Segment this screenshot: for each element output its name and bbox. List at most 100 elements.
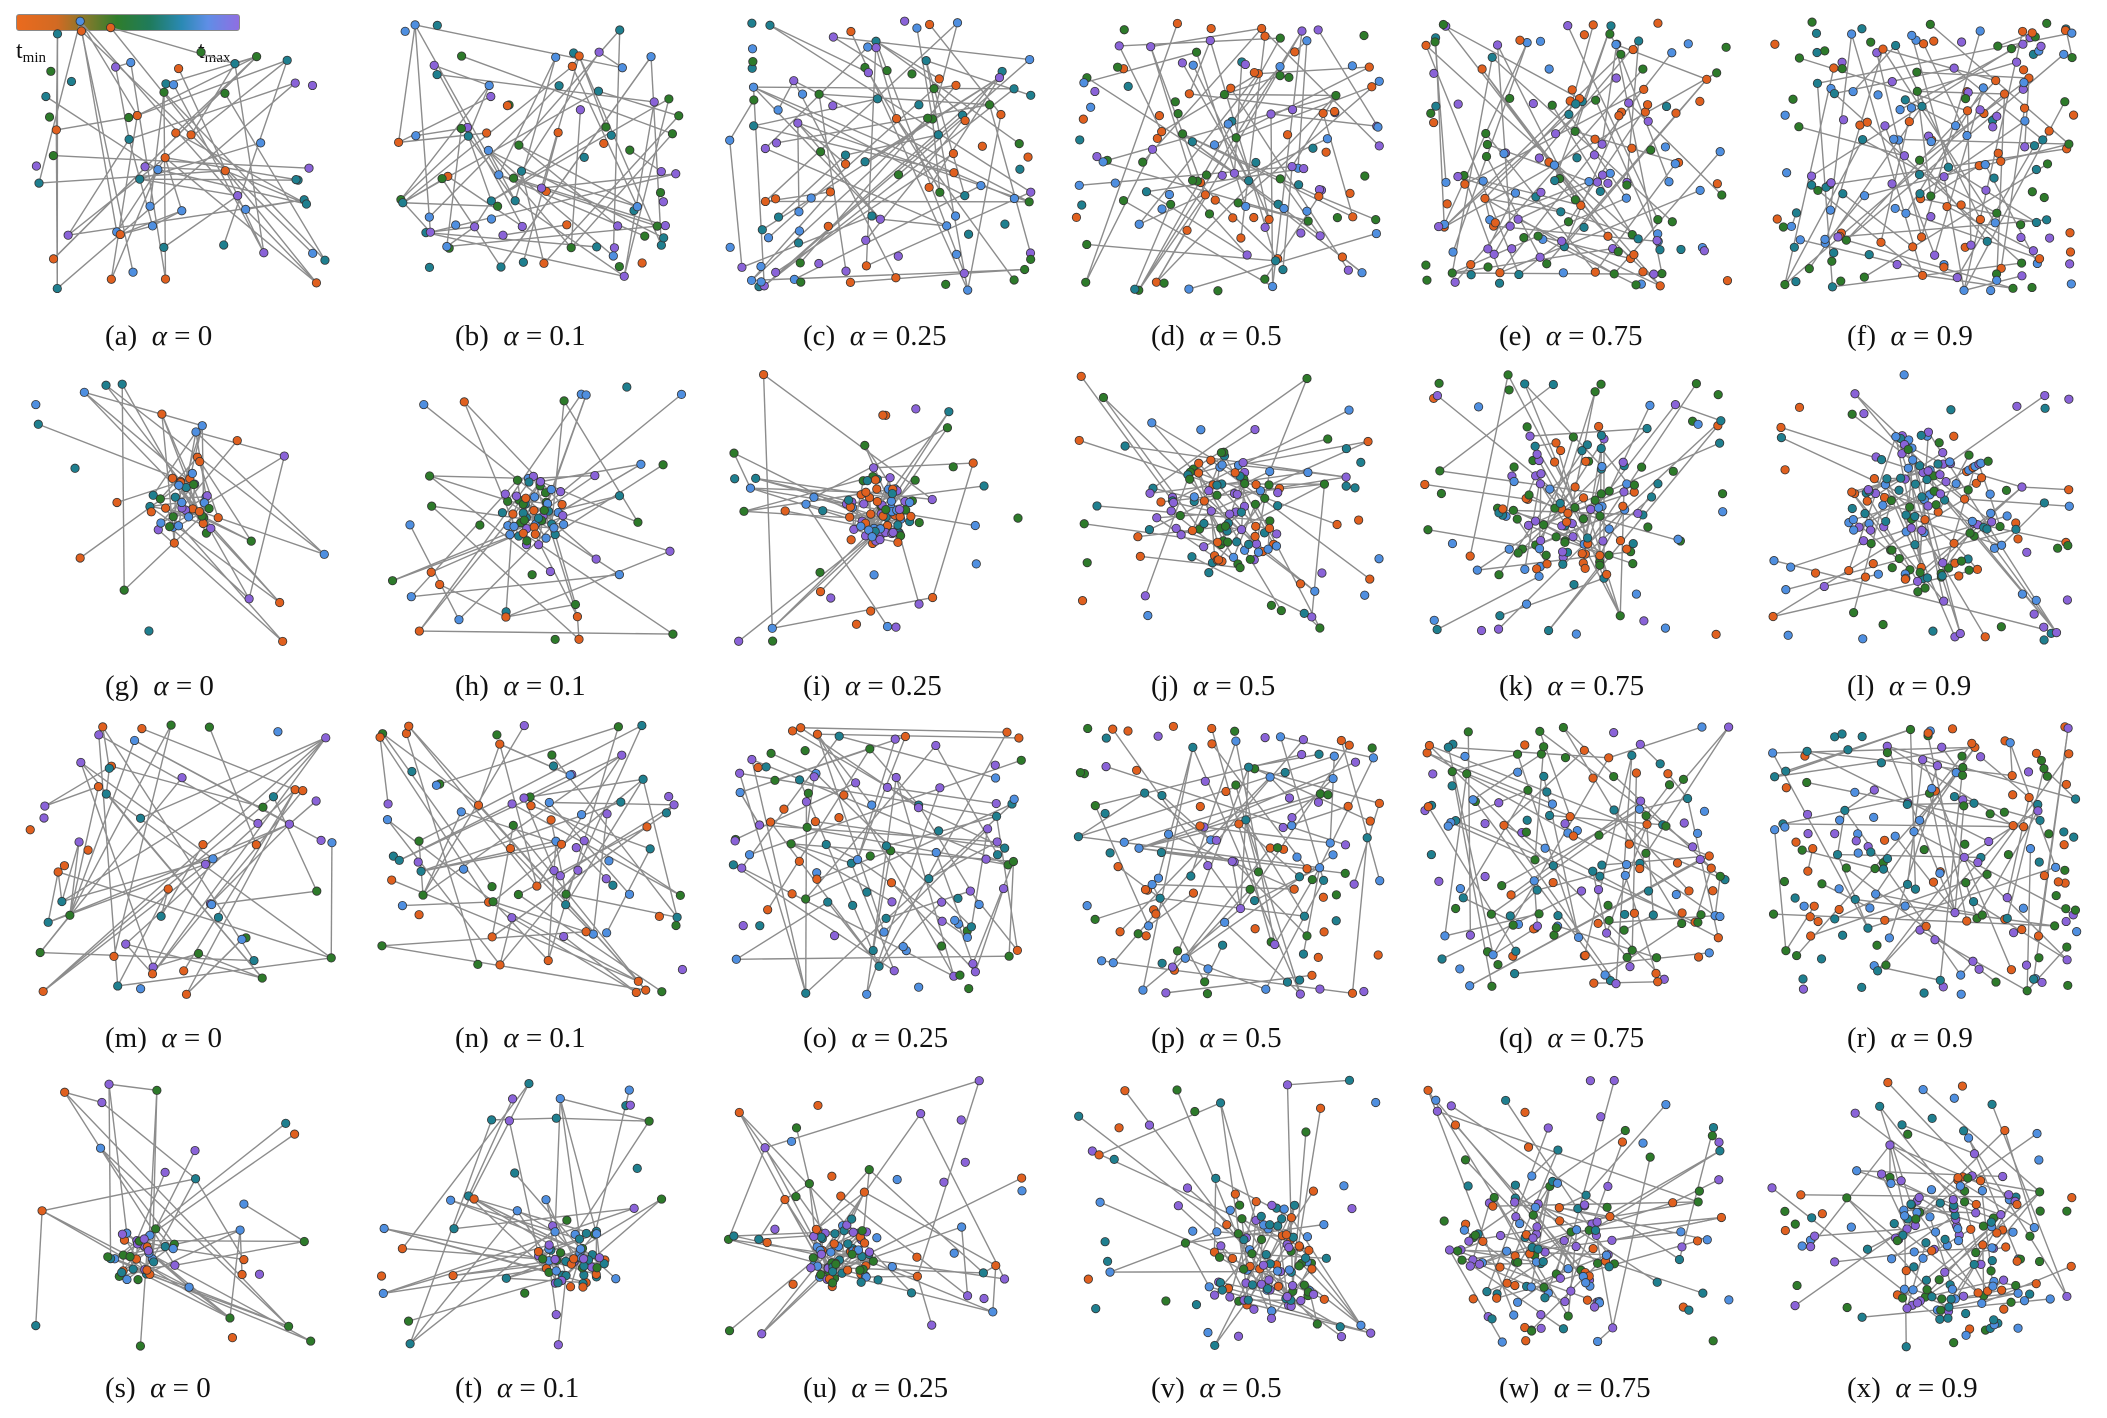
graph-node [856,521,866,531]
graph-node [1350,483,1360,493]
graph-node [1374,554,1384,564]
graph-node [2035,1187,2045,1197]
graph-node [1603,900,1613,910]
graph-node [76,757,86,768]
graph-node [1329,751,1339,761]
graph-edge [411,573,620,598]
graph-node [1434,876,1444,886]
graph-node [1770,825,1780,835]
graph-node [812,729,823,739]
graph-edge [157,529,284,642]
graph-node [2053,877,2063,887]
alpha-value: 0.5 [1238,670,1276,702]
graph-edge [1499,577,1605,617]
graph-node [1157,204,1167,214]
graph-node [1906,1199,1916,1209]
graph-edge [1913,830,2074,916]
graph-node [1937,571,1947,581]
graph-node [1203,964,1213,974]
graph-node [1207,723,1217,734]
graph-edge [243,1203,305,1243]
graph-node [1661,821,1671,831]
graph-node [1912,1298,1923,1308]
graph-node [1866,525,1876,535]
graph-node [1600,970,1610,980]
graph-edge [1902,1226,1993,1299]
graph-edge [1802,849,1876,870]
graph-node [747,754,757,765]
graph-node [1628,538,1638,549]
graph-node [1922,573,1933,583]
graph-node [760,143,770,154]
graph-node [931,740,941,751]
graph-node [1299,608,1309,618]
graph-node [929,84,939,94]
graph-node [51,125,61,135]
graph-node [555,871,565,881]
graph-edge [1322,113,1354,218]
graph-edge [105,384,182,482]
graph-node [1964,450,1974,460]
graph-node [1307,970,1317,980]
graph-node [394,855,404,865]
graph-node [907,69,917,79]
graph-node [532,881,542,891]
graph-node [1495,1230,1506,1241]
graph-node [579,836,589,846]
graph-edge [151,790,304,975]
graph-node [1583,533,1593,543]
graph-edge [56,116,129,131]
graph-edge [1593,981,1658,984]
graph-node [1938,448,1948,458]
graph-edge [762,374,773,629]
graph-node [1829,248,1839,258]
graph-edge [765,147,947,227]
graph-node [1991,977,2001,987]
graph-node [864,1247,875,1257]
graph-edge [1528,494,1556,509]
graph-node [1521,599,1532,609]
graph-edge [80,762,154,968]
graph-node [934,826,944,836]
graph-node [1556,445,1566,456]
graph-node [2059,49,2069,59]
graph-node [1487,981,1497,991]
graph-node [241,204,251,214]
graph-node [1299,911,1310,921]
graph-node [853,1245,864,1255]
graph-edge [195,431,325,555]
graph-node [869,570,879,580]
graph-node [1374,798,1384,808]
graph-node [1182,225,1192,235]
graph-edge [741,867,955,977]
graph-node [1365,816,1375,826]
graph-node [1917,101,1927,111]
graph-node [1969,1259,1979,1270]
graph-node [155,494,165,504]
graph-node [592,242,602,252]
graph-node [1294,1241,1304,1251]
graph-edge [1351,837,1368,994]
graph-node [1090,801,1100,811]
graph-node [1595,511,1605,521]
graph-edge [1877,856,1965,972]
graph-node [1982,869,1992,880]
graph-node [1810,1231,1820,1241]
graph-edge [1188,232,1377,290]
graph-node [1813,185,1823,196]
graph-edge [1262,1264,1288,1298]
graph-node [1314,191,1324,201]
graph-node [235,1225,245,1235]
graph-edge [1954,805,1965,913]
graph-node [193,948,204,959]
graph-node [1889,1219,1899,1229]
graph-node [1628,44,1638,55]
graph-node [1247,1249,1257,1259]
graph-node [1331,916,1341,926]
graph-edge [419,630,673,635]
graph-node [1017,1173,1027,1183]
graph-node [1780,822,1790,832]
graph-node [1945,457,1955,467]
graph-node [1532,449,1542,459]
graph-node [400,26,410,36]
